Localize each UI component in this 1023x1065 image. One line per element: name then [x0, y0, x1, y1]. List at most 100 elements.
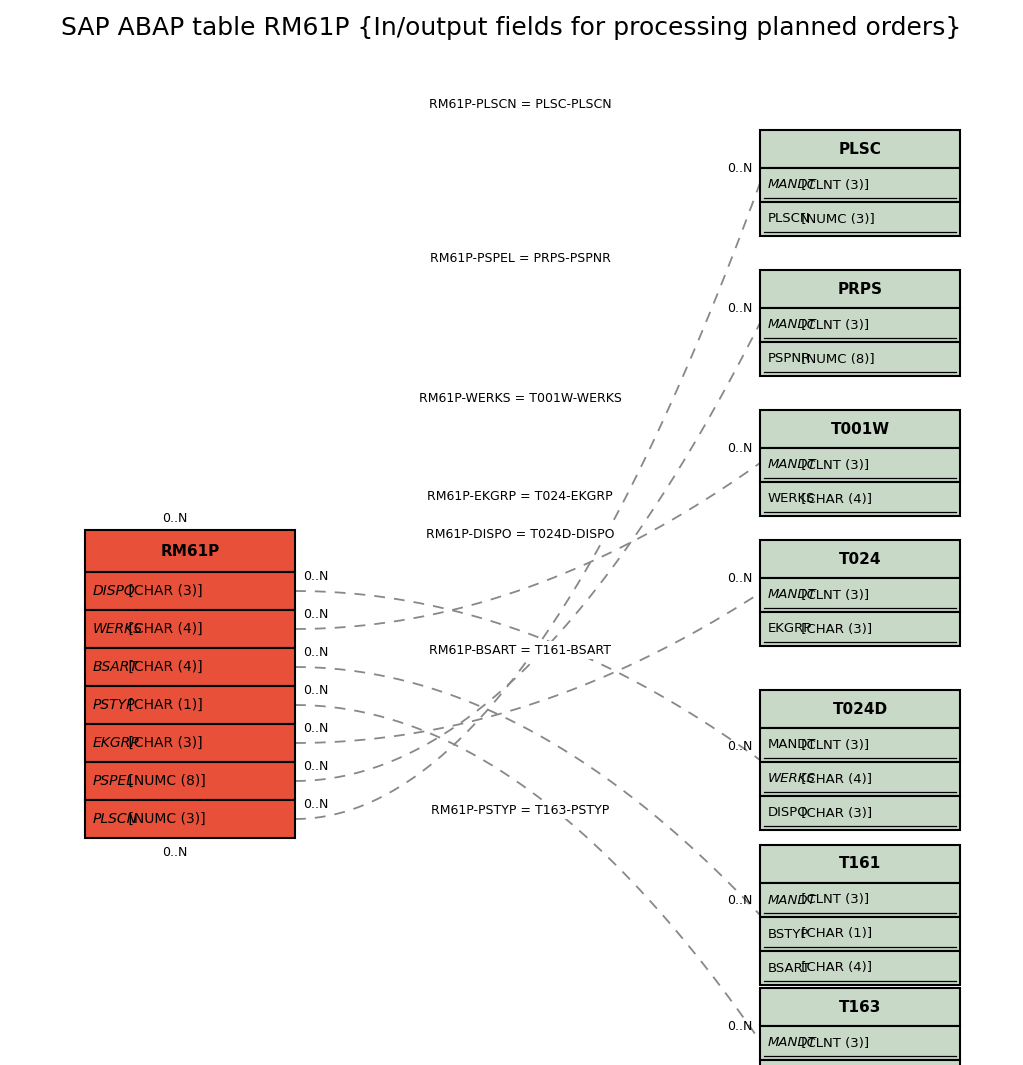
- FancyBboxPatch shape: [760, 951, 960, 985]
- Text: T024: T024: [839, 552, 881, 567]
- Text: PSTYP [CHAR (1)]: PSTYP [CHAR (1)]: [93, 698, 214, 712]
- Text: DISPO [CHAR (3)]: DISPO [CHAR (3)]: [93, 584, 215, 599]
- Text: RM61P-PLSCN = PLSC-PLSCN: RM61P-PLSCN = PLSC-PLSCN: [429, 98, 612, 112]
- Text: [NUMC (8)]: [NUMC (8)]: [797, 353, 875, 365]
- FancyBboxPatch shape: [760, 130, 960, 168]
- FancyBboxPatch shape: [85, 761, 295, 800]
- Text: T024D: T024D: [833, 702, 888, 717]
- Text: T163: T163: [839, 999, 881, 1015]
- FancyBboxPatch shape: [760, 342, 960, 376]
- Text: EKGRP [CHAR (3)]: EKGRP [CHAR (3)]: [93, 736, 218, 750]
- FancyBboxPatch shape: [760, 448, 960, 482]
- Text: WERKS: WERKS: [768, 492, 815, 506]
- Text: [NUMC (3)]: [NUMC (3)]: [124, 812, 206, 826]
- Text: PSPEL: PSPEL: [93, 774, 135, 788]
- Text: PSPNR: PSPNR: [768, 353, 811, 365]
- Text: BSART: BSART: [93, 660, 139, 674]
- Text: T001W: T001W: [831, 422, 890, 437]
- Text: [CLNT (3)]: [CLNT (3)]: [797, 459, 870, 472]
- Text: MANDT: MANDT: [768, 738, 816, 752]
- Text: EKGRP: EKGRP: [768, 623, 812, 636]
- FancyBboxPatch shape: [760, 578, 960, 612]
- Text: MANDT: MANDT: [768, 1036, 816, 1049]
- Text: 0..N: 0..N: [726, 895, 752, 907]
- Text: [NUMC (8)]: [NUMC (8)]: [124, 774, 206, 788]
- Text: RM61P-PSPEL = PRPS-PSPNR: RM61P-PSPEL = PRPS-PSPNR: [430, 251, 611, 264]
- FancyBboxPatch shape: [760, 1026, 960, 1060]
- FancyBboxPatch shape: [85, 686, 295, 724]
- Text: [CHAR (1)]: [CHAR (1)]: [124, 698, 203, 712]
- Text: [CHAR (4)]: [CHAR (4)]: [797, 772, 872, 786]
- FancyBboxPatch shape: [760, 988, 960, 1026]
- Text: PLSCN: PLSCN: [768, 213, 810, 226]
- Text: 0..N: 0..N: [163, 511, 187, 524]
- Text: [CHAR (3)]: [CHAR (3)]: [124, 584, 203, 599]
- FancyBboxPatch shape: [85, 648, 295, 686]
- Text: RM61P-WERKS = T001W-WERKS: RM61P-WERKS = T001W-WERKS: [418, 392, 621, 405]
- FancyBboxPatch shape: [85, 572, 295, 610]
- Text: 0..N: 0..N: [726, 163, 752, 176]
- Text: [CHAR (4)]: [CHAR (4)]: [797, 962, 872, 974]
- Text: [CLNT (3)]: [CLNT (3)]: [797, 1036, 870, 1049]
- Text: PLSCN [NUMC (3)]: PLSCN [NUMC (3)]: [93, 812, 220, 826]
- FancyBboxPatch shape: [760, 202, 960, 236]
- Text: PSPEL [NUMC (8)]: PSPEL [NUMC (8)]: [93, 774, 217, 788]
- Text: RM61P-DISPO = T024D-DISPO: RM61P-DISPO = T024D-DISPO: [426, 527, 614, 541]
- Text: RM61P-EKGRP = T024-EKGRP: RM61P-EKGRP = T024-EKGRP: [428, 490, 613, 503]
- FancyBboxPatch shape: [760, 612, 960, 646]
- Text: MANDT: MANDT: [768, 318, 816, 331]
- Text: PSTYP: PSTYP: [93, 698, 135, 712]
- Text: [CHAR (3)]: [CHAR (3)]: [797, 623, 873, 636]
- Text: PLSC: PLSC: [839, 142, 882, 157]
- Text: 0..N: 0..N: [303, 646, 328, 659]
- Text: [CLNT (3)]: [CLNT (3)]: [797, 738, 870, 752]
- FancyBboxPatch shape: [85, 610, 295, 648]
- Text: MANDT: MANDT: [768, 894, 816, 906]
- FancyBboxPatch shape: [760, 690, 960, 728]
- Text: PRPS: PRPS: [838, 281, 883, 296]
- Text: [CHAR (4)]: [CHAR (4)]: [124, 622, 203, 636]
- Text: [CHAR (4)]: [CHAR (4)]: [797, 492, 872, 506]
- Text: 0..N: 0..N: [303, 608, 328, 622]
- Text: BSTYP: BSTYP: [768, 928, 809, 940]
- Text: T161: T161: [839, 856, 881, 871]
- FancyBboxPatch shape: [760, 540, 960, 578]
- Text: MANDT: MANDT: [768, 589, 816, 602]
- FancyBboxPatch shape: [760, 883, 960, 917]
- Text: [CHAR (3)]: [CHAR (3)]: [124, 736, 203, 750]
- Text: WERKS [CHAR (4)]: WERKS [CHAR (4)]: [93, 622, 222, 636]
- Text: [CLNT (3)]: [CLNT (3)]: [797, 894, 870, 906]
- Text: 0..N: 0..N: [726, 573, 752, 586]
- FancyBboxPatch shape: [760, 410, 960, 448]
- Text: WERKS: WERKS: [93, 622, 143, 636]
- Text: WERKS: WERKS: [768, 772, 816, 786]
- Text: 0..N: 0..N: [303, 760, 328, 773]
- Text: [CLNT (3)]: [CLNT (3)]: [797, 318, 870, 331]
- Text: [CLNT (3)]: [CLNT (3)]: [797, 589, 870, 602]
- Text: DISPO: DISPO: [93, 584, 136, 599]
- Text: [CHAR (4)]: [CHAR (4)]: [124, 660, 203, 674]
- FancyBboxPatch shape: [760, 796, 960, 830]
- Text: 0..N: 0..N: [726, 739, 752, 753]
- Text: 0..N: 0..N: [303, 722, 328, 736]
- FancyBboxPatch shape: [85, 800, 295, 838]
- Text: RM61P: RM61P: [161, 543, 220, 558]
- FancyBboxPatch shape: [760, 1060, 960, 1065]
- Text: EKGRP: EKGRP: [93, 736, 139, 750]
- FancyBboxPatch shape: [760, 728, 960, 761]
- Text: [CHAR (3)]: [CHAR (3)]: [797, 806, 873, 819]
- FancyBboxPatch shape: [760, 482, 960, 517]
- Text: MANDT: MANDT: [768, 459, 816, 472]
- Text: BSART: BSART: [768, 962, 811, 974]
- FancyBboxPatch shape: [760, 308, 960, 342]
- FancyBboxPatch shape: [85, 724, 295, 761]
- Text: 0..N: 0..N: [303, 799, 328, 812]
- FancyBboxPatch shape: [760, 168, 960, 202]
- Text: 0..N: 0..N: [163, 846, 187, 858]
- Text: [NUMC (3)]: [NUMC (3)]: [797, 213, 875, 226]
- Text: BSART [CHAR (4)]: BSART [CHAR (4)]: [93, 660, 217, 674]
- Text: 0..N: 0..N: [303, 571, 328, 584]
- Text: RM61P-BSART = T161-BSART: RM61P-BSART = T161-BSART: [429, 643, 611, 656]
- Text: RM61P-PSTYP = T163-PSTYP: RM61P-PSTYP = T163-PSTYP: [431, 803, 609, 817]
- Text: [CHAR (1)]: [CHAR (1)]: [797, 928, 873, 940]
